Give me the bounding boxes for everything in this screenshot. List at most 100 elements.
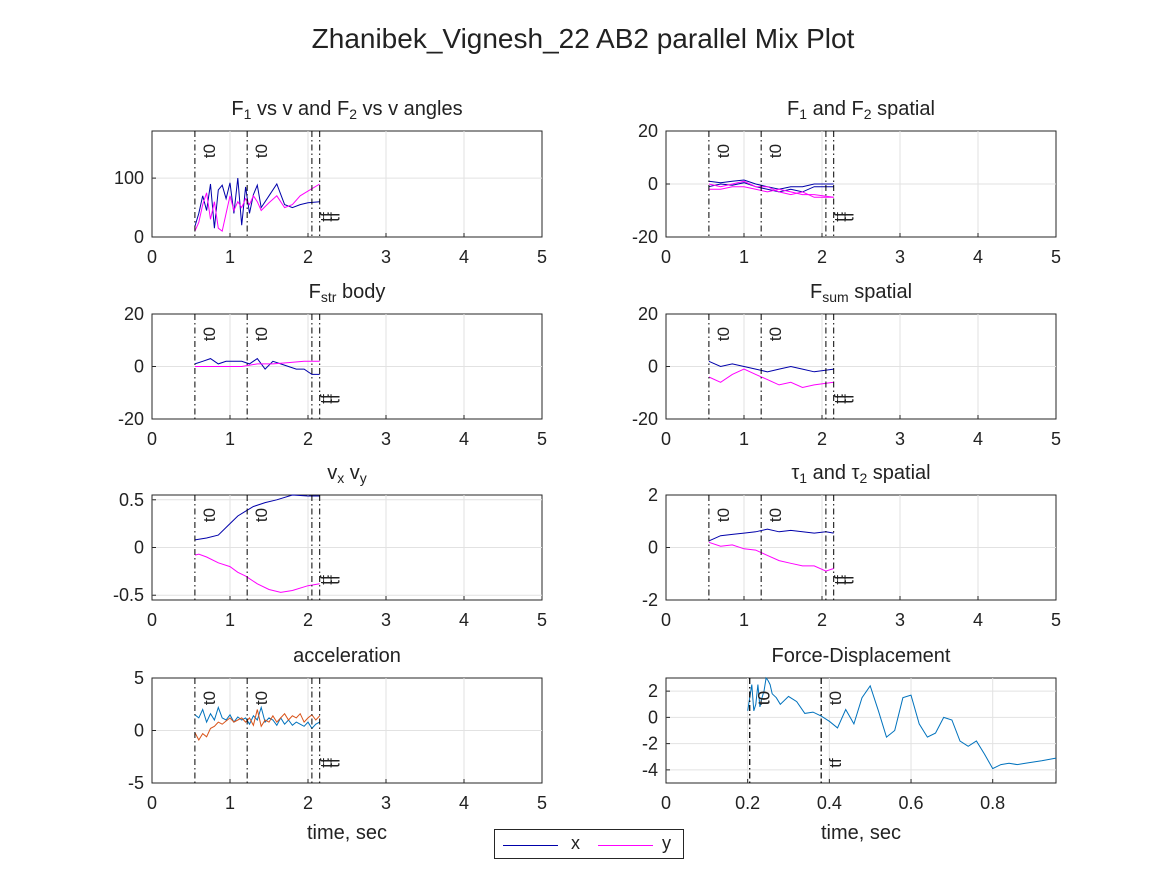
series-line-2 xyxy=(708,180,834,198)
event-marker-label: tf xyxy=(325,394,344,404)
x-tick-label: 4 xyxy=(973,429,983,449)
title-subscript: 2 xyxy=(349,106,357,122)
title-subscript: x xyxy=(337,470,344,486)
event-marker-label: t0 xyxy=(252,691,271,705)
y-tick-label: -2 xyxy=(642,590,658,610)
event-marker-label: t0 xyxy=(766,508,785,522)
subplot-force-displacement: 0 0.2 0.4 0.6 0.8 -4 -2 0 2 Force-Displacement tim… xyxy=(642,645,1057,844)
series-line-0 xyxy=(194,357,320,375)
event-marker-label: tf xyxy=(831,212,850,222)
title-text: and τ xyxy=(807,462,859,484)
x-tick-label: 1 xyxy=(225,429,235,449)
event-marker-label: tf xyxy=(317,758,336,768)
x-tick-label: 1 xyxy=(739,610,749,630)
y-tick-label: -2 xyxy=(642,734,658,754)
event-marker-label: t0 xyxy=(252,144,271,158)
event-marker-label: tf xyxy=(317,394,336,404)
x-tick-label: 5 xyxy=(537,793,547,813)
x-tick-label: 0 xyxy=(661,429,671,449)
title-text: spatial xyxy=(849,281,912,303)
series-line-0 xyxy=(708,528,834,542)
plot-area xyxy=(665,677,1057,784)
series-line-1 xyxy=(708,368,834,389)
event-marker-label: t0 xyxy=(714,508,733,522)
title-text: spatial xyxy=(872,98,935,120)
subplot-title: Fsum spatial xyxy=(810,281,912,305)
event-marker-label: t0 xyxy=(252,327,271,341)
x-tick-label: 0 xyxy=(147,429,157,449)
x-tick-label: 2 xyxy=(303,247,313,267)
x-tick-label: 2 xyxy=(817,610,827,630)
x-tick-label: 5 xyxy=(537,429,547,449)
series-line-0 xyxy=(708,360,834,373)
x-tick-label: 4 xyxy=(973,247,983,267)
event-marker-label: tf xyxy=(831,575,850,585)
event-marker-label: t0 xyxy=(766,144,785,158)
x-tick-label: 1 xyxy=(225,247,235,267)
series-line-1 xyxy=(194,183,320,232)
x-tick-label: 0 xyxy=(661,610,671,630)
x-tick-label: 0 xyxy=(661,793,671,813)
y-tick-label: -0.5 xyxy=(113,585,144,605)
y-tick-label: 0 xyxy=(134,721,144,741)
title-text: v xyxy=(344,462,360,484)
figure-title: Zhanibek_Vignesh_22 AB2 parallel Mix Plo… xyxy=(312,23,855,54)
legend-swatch-x xyxy=(503,845,558,846)
x-tick-label: 3 xyxy=(381,247,391,267)
series-line-1 xyxy=(194,360,320,367)
x-tick-label: 1 xyxy=(739,247,749,267)
y-tick-label: 0 xyxy=(648,538,658,558)
x-tick-label: 4 xyxy=(459,247,469,267)
event-marker-label: t0 xyxy=(714,144,733,158)
event-marker-label: t0 xyxy=(200,144,219,158)
y-tick-label: 5 xyxy=(134,668,144,688)
event-marker-label: t0 xyxy=(755,691,774,705)
x-tick-label: 5 xyxy=(1051,247,1061,267)
title-subscript: 1 xyxy=(799,106,807,122)
series-line-1 xyxy=(194,553,320,593)
x-tick-label: 3 xyxy=(895,610,905,630)
x-tick-label: 2 xyxy=(303,610,313,630)
title-subscript: str xyxy=(321,289,337,305)
series-line-0 xyxy=(194,494,320,541)
x-tick-label: 2 xyxy=(303,793,313,813)
legend-swatch-y xyxy=(598,845,653,846)
x-tick-label: 0.2 xyxy=(735,793,760,813)
y-tick-label: -5 xyxy=(128,773,144,793)
title-text: acceleration xyxy=(293,645,401,667)
x-tick-label: 1 xyxy=(739,429,749,449)
event-marker-label: tf xyxy=(325,758,344,768)
x-tick-label: 0 xyxy=(147,793,157,813)
legend: x y xyxy=(494,829,684,859)
x-tick-label: 4 xyxy=(973,610,983,630)
title-text: body xyxy=(336,281,385,303)
title-text: v xyxy=(327,462,337,484)
x-tick-label: 3 xyxy=(381,429,391,449)
x-axis-label: time, sec xyxy=(307,822,387,844)
event-marker-label: t0 xyxy=(200,327,219,341)
event-marker-label: tf xyxy=(839,212,858,222)
x-tick-label: 5 xyxy=(1051,610,1061,630)
series-line-0 xyxy=(747,676,1057,770)
y-tick-label: 2 xyxy=(648,485,658,505)
title-text: vs v and F xyxy=(251,98,349,120)
subplot-title: τ1 and τ2 spatial xyxy=(791,462,930,486)
y-tick-label: 20 xyxy=(124,304,144,324)
series-line-3 xyxy=(708,186,834,198)
series-line-1 xyxy=(194,709,321,742)
x-tick-label: 0 xyxy=(147,610,157,630)
event-marker-label: tf xyxy=(831,394,850,404)
event-marker-label: tf xyxy=(317,575,336,585)
y-tick-label: 20 xyxy=(638,304,658,324)
y-tick-label: -4 xyxy=(642,760,658,780)
x-tick-label: 2 xyxy=(817,429,827,449)
title-text: vs v angles xyxy=(357,98,463,120)
x-tick-label: 0.6 xyxy=(899,793,924,813)
title-subscript: 2 xyxy=(864,106,872,122)
title-text: spatial xyxy=(867,462,930,484)
